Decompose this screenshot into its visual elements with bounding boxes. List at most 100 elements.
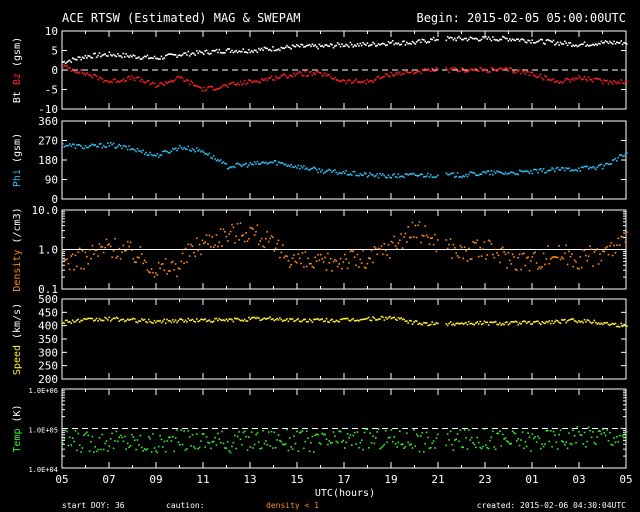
data-point	[582, 43, 584, 45]
data-point	[339, 45, 342, 48]
data-point	[391, 241, 394, 244]
data-point	[500, 445, 503, 447]
data-point	[122, 318, 125, 321]
data-point	[303, 46, 305, 48]
data-point	[523, 39, 525, 41]
data-point	[565, 441, 567, 444]
data-point	[208, 53, 211, 55]
data-point	[386, 44, 388, 46]
data-point	[181, 53, 184, 56]
data-point	[252, 51, 254, 53]
data-point	[77, 144, 80, 146]
data-point	[417, 435, 419, 437]
data-point	[138, 56, 140, 58]
data-point	[246, 320, 249, 322]
data-point	[263, 246, 266, 249]
data-point	[435, 175, 438, 178]
data-point	[317, 318, 319, 320]
data-point	[352, 46, 355, 48]
data-point	[517, 438, 519, 440]
data-point	[215, 444, 218, 446]
data-point	[355, 319, 357, 322]
data-point	[455, 175, 457, 178]
data-point	[521, 253, 524, 255]
data-point	[390, 317, 393, 320]
data-point	[289, 46, 291, 49]
data-point	[469, 322, 472, 325]
data-point	[468, 320, 470, 323]
data-point	[126, 55, 129, 57]
data-point	[389, 176, 391, 179]
data-point	[575, 44, 577, 46]
data-point	[221, 245, 223, 247]
data-point	[597, 42, 600, 45]
data-point	[159, 58, 161, 60]
data-point	[322, 172, 325, 175]
data-point	[575, 320, 577, 323]
data-point	[155, 272, 157, 274]
data-point	[582, 166, 584, 169]
data-point	[531, 323, 534, 325]
data-point	[386, 73, 388, 76]
data-point	[76, 319, 78, 322]
data-point	[516, 173, 518, 175]
data-point	[476, 174, 479, 177]
data-point	[266, 231, 268, 233]
data-point	[108, 81, 111, 84]
data-point	[334, 321, 336, 323]
data-point	[293, 320, 295, 323]
data-point	[152, 154, 154, 157]
data-point	[585, 45, 587, 47]
data-point	[282, 162, 284, 164]
data-point	[400, 43, 402, 46]
data-point	[571, 318, 573, 320]
data-point	[593, 251, 596, 253]
data-point	[198, 243, 201, 246]
data-point	[286, 318, 288, 320]
data-point	[448, 37, 450, 39]
data-point	[482, 445, 484, 448]
y-tick-label: -5	[45, 84, 58, 97]
data-point	[369, 257, 371, 260]
data-point	[455, 252, 457, 254]
data-point	[217, 432, 219, 435]
data-point	[229, 451, 232, 454]
data-point	[579, 256, 582, 258]
data-point	[162, 320, 164, 322]
data-point	[296, 261, 298, 264]
series-bt	[62, 35, 628, 65]
data-point	[542, 168, 545, 170]
data-point	[507, 323, 510, 326]
data-point	[128, 56, 130, 58]
data-point	[69, 143, 71, 145]
data-point	[524, 41, 527, 43]
data-point	[475, 174, 477, 176]
data-point	[571, 78, 573, 81]
data-point	[420, 323, 422, 325]
data-point	[580, 320, 583, 323]
data-point	[365, 82, 367, 85]
data-point	[503, 323, 505, 326]
data-point	[511, 321, 514, 323]
data-point	[558, 245, 560, 247]
data-point	[565, 321, 567, 324]
data-point	[157, 445, 160, 448]
data-point	[167, 152, 170, 154]
data-point	[541, 443, 543, 445]
data-point	[449, 68, 452, 70]
data-point	[368, 257, 370, 259]
data-point	[541, 77, 543, 80]
data-point	[359, 81, 362, 84]
data-point	[485, 68, 487, 71]
data-point	[507, 40, 510, 42]
data-point	[201, 239, 204, 242]
data-point	[193, 320, 195, 323]
data-point	[520, 170, 522, 172]
data-point	[390, 177, 393, 179]
data-point	[67, 321, 70, 323]
data-point	[208, 85, 211, 88]
y-axis-title: Density (/cm3)	[12, 207, 23, 291]
data-point	[258, 81, 260, 84]
data-point	[87, 434, 89, 437]
